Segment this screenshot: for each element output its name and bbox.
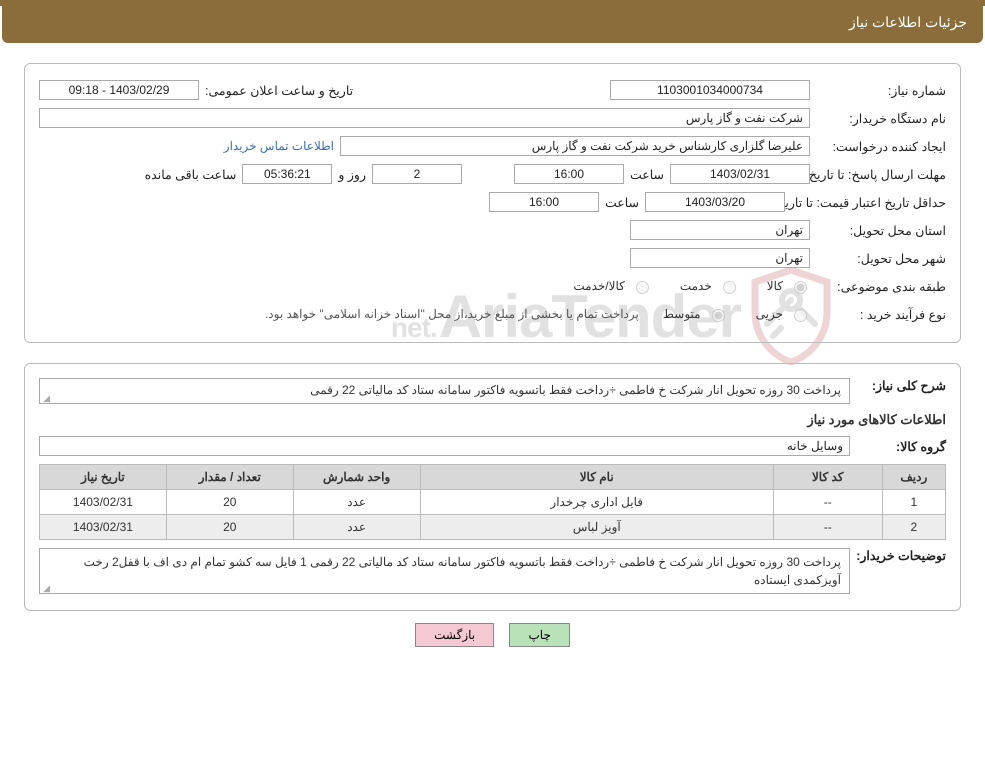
cell-name: فایل اداری چرخدار [420, 490, 773, 515]
radio-service-label: خدمت [680, 279, 712, 293]
radio-goods-service-label: کالا/خدمت [573, 279, 624, 293]
cell-date: 1403/02/31 [40, 490, 167, 515]
cell-qty: 20 [166, 490, 293, 515]
cell-qty: 20 [166, 515, 293, 540]
buyer-notes-label: توضیحات خریدار: [856, 548, 946, 563]
radio-service-input[interactable] [723, 281, 736, 294]
province-label: استان محل تحویل: [816, 223, 946, 238]
radio-goods[interactable]: کالا [767, 278, 810, 294]
requester-label: ایجاد کننده درخواست: [816, 139, 946, 154]
desc-section: شرح کلی نیاز: پرداخت 30 روزه تحویل انار … [24, 363, 961, 611]
page-title-bar: جزئیات اطلاعات نیاز [2, 6, 983, 43]
city-label: شهر محل تحویل: [816, 251, 946, 266]
radio-minor[interactable]: جزیی [756, 306, 810, 322]
items-heading: اطلاعات کالاهای مورد نیاز [39, 412, 946, 428]
buyer-notes-text: پرداخت 30 روزه تحویل انار شرکت خ فاطمی ÷… [84, 555, 841, 587]
deadline-label: مهلت ارسال پاسخ: تا تاریخ: [816, 167, 946, 182]
deadline-time-field: 16:00 [514, 164, 624, 184]
overall-desc-text: پرداخت 30 روزه تحویل انار شرکت خ فاطمی ÷… [310, 383, 841, 397]
resize-handle-icon: ◢ [42, 394, 50, 402]
buyer-org-field: شرکت نفت و گاز پارس [39, 108, 810, 128]
subject-class-label: طبقه بندی موضوعی: [816, 279, 946, 294]
col-unit: واحد شمارش [293, 465, 420, 490]
table-row: 1 -- فایل اداری چرخدار عدد 20 1403/02/31 [40, 490, 946, 515]
col-name: نام کالا [420, 465, 773, 490]
announce-datetime-field: 1403/02/29 - 09:18 [39, 80, 199, 100]
countdown-time-field: 05:36:21 [242, 164, 332, 184]
need-no-field: 1103001034000734 [610, 80, 810, 100]
overall-desc-box: پرداخت 30 روزه تحویل انار شرکت خ فاطمی ÷… [39, 378, 850, 404]
print-button[interactable]: چاپ [509, 623, 569, 647]
buyer-contact-link[interactable]: اطلاعات تماس خریدار [224, 139, 334, 153]
button-row: چاپ بازگشت [0, 623, 985, 647]
remaining-label: ساعت باقی مانده [145, 167, 237, 182]
group-field: وسایل خانه [39, 436, 850, 456]
buyer-org-label: نام دستگاه خریدار: [816, 111, 946, 126]
radio-medium-input[interactable] [712, 309, 725, 322]
validity-label: حداقل تاریخ اعتبار قیمت: تا تاریخ: [791, 195, 946, 210]
radio-goods-label: کالا [767, 279, 783, 293]
cell-row: 1 [882, 490, 945, 515]
radio-minor-input[interactable] [794, 309, 807, 322]
col-qty: تعداد / مقدار [166, 465, 293, 490]
col-date: تاریخ نیاز [40, 465, 167, 490]
cell-date: 1403/02/31 [40, 515, 167, 540]
col-code: کد کالا [773, 465, 882, 490]
group-label: گروه کالا: [856, 439, 946, 454]
validity-date-field: 1403/03/20 [645, 192, 785, 212]
subject-class-group: کالا خدمت کالا/خدمت [573, 278, 810, 294]
time-label-1: ساعت [630, 167, 664, 182]
table-header-row: ردیف کد کالا نام کالا واحد شمارش تعداد /… [40, 465, 946, 490]
resize-handle-icon: ◢ [42, 584, 50, 592]
radio-service[interactable]: خدمت [680, 278, 739, 294]
province-field: تهران [630, 220, 810, 240]
validity-time-field: 16:00 [489, 192, 599, 212]
cell-code: -- [773, 490, 882, 515]
col-row: ردیف [882, 465, 945, 490]
overall-desc-label: شرح کلی نیاز: [856, 378, 946, 393]
table-row: 2 -- آویز لباس عدد 20 1403/02/31 [40, 515, 946, 540]
page-title: جزئیات اطلاعات نیاز [849, 14, 967, 30]
requester-field: علیرضا گلزاری کارشناس خرید شرکت نفت و گا… [340, 136, 810, 156]
deadline-date-field: 1403/02/31 [670, 164, 810, 184]
cell-name: آویز لباس [420, 515, 773, 540]
back-button[interactable]: بازگشت [415, 623, 494, 647]
page-container: جزئیات اطلاعات نیاز AriaTender .net شمار… [0, 0, 985, 647]
announce-label: تاریخ و ساعت اعلان عمومی: [205, 83, 353, 98]
buyer-notes-box: پرداخت 30 روزه تحویل انار شرکت خ فاطمی ÷… [39, 548, 850, 594]
cell-unit: عدد [293, 515, 420, 540]
radio-goods-service[interactable]: کالا/خدمت [573, 278, 651, 294]
radio-goods-input[interactable] [794, 281, 807, 294]
proc-type-label: نوع فرآیند خرید : [816, 307, 946, 322]
need-no-label: شماره نیاز: [816, 83, 946, 98]
days-and-label: روز و [338, 167, 366, 182]
proc-type-group: جزیی متوسط [663, 306, 810, 322]
radio-medium[interactable]: متوسط [663, 306, 728, 322]
info-section: شماره نیاز: 1103001034000734 تاریخ و ساع… [24, 63, 961, 343]
radio-medium-label: متوسط [663, 307, 701, 321]
countdown-days-field: 2 [372, 164, 462, 184]
time-label-2: ساعت [605, 195, 639, 210]
items-table: ردیف کد کالا نام کالا واحد شمارش تعداد /… [39, 464, 946, 540]
city-field: تهران [630, 248, 810, 268]
cell-row: 2 [882, 515, 945, 540]
payment-note: پرداخت تمام یا بخشی از مبلغ خرید،از محل … [265, 307, 639, 321]
cell-code: -- [773, 515, 882, 540]
cell-unit: عدد [293, 490, 420, 515]
radio-minor-label: جزیی [756, 307, 783, 321]
radio-goods-service-input[interactable] [636, 281, 649, 294]
